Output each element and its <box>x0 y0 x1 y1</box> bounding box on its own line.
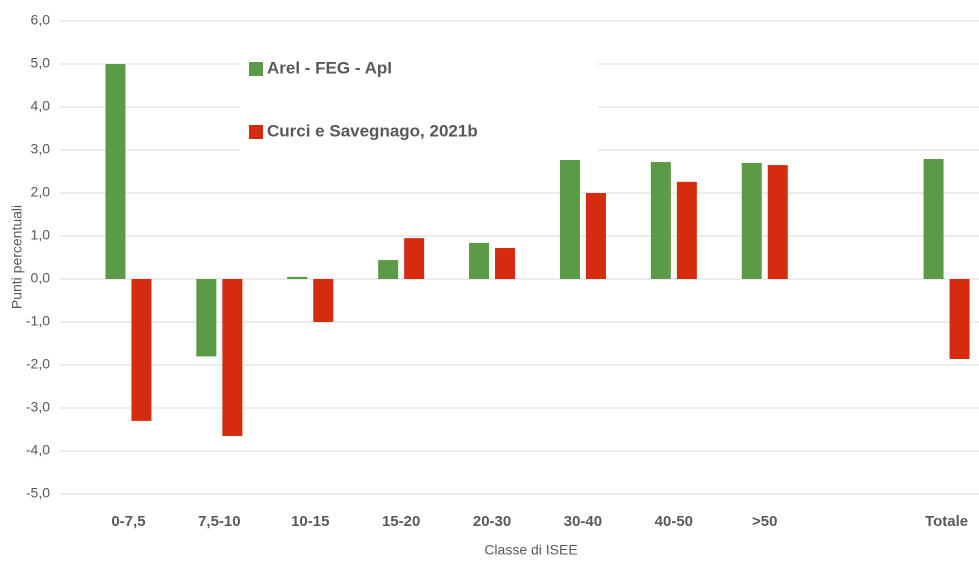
bar <box>949 279 970 359</box>
y-tick-label: -3,0 <box>26 399 50 415</box>
y-axis-title: Punti percentuali <box>9 205 25 309</box>
y-tick-label: -1,0 <box>26 313 50 329</box>
x-axis-title: Classe di ISEE <box>484 542 577 558</box>
bar <box>313 279 334 322</box>
y-tick-label: 1,0 <box>31 227 51 243</box>
x-tick-label: 20-30 <box>473 513 511 530</box>
bar <box>559 159 580 279</box>
bar <box>923 159 944 279</box>
bar <box>105 64 126 279</box>
bar <box>404 238 425 279</box>
bar <box>650 162 671 279</box>
bar <box>222 279 243 436</box>
x-tick-label: 40-50 <box>655 513 693 530</box>
y-tick-label: 5,0 <box>31 55 51 71</box>
x-tick-label: 15-20 <box>382 513 420 530</box>
legend-label: Arel - FEG - ApI <box>267 58 392 77</box>
y-tick-label: -4,0 <box>26 442 50 458</box>
bar <box>767 165 788 279</box>
y-tick-label: 4,0 <box>31 98 51 114</box>
y-tick-label: -5,0 <box>26 485 50 501</box>
bar <box>378 260 399 279</box>
bar <box>287 276 308 279</box>
x-tick-label: 30-40 <box>564 513 602 530</box>
bar <box>469 242 490 279</box>
x-tick-label: 10-15 <box>291 513 329 530</box>
x-tick-label: 7,5-10 <box>198 513 241 530</box>
x-tick-label: >50 <box>752 513 777 530</box>
legend-label: Curci e Savegnago, 2021b <box>267 121 478 140</box>
y-tick-label: 0,0 <box>31 270 51 286</box>
x-tick-label: 0-7,5 <box>111 513 145 530</box>
bar <box>131 279 152 421</box>
bar <box>741 162 762 279</box>
bar <box>585 193 606 279</box>
legend-box <box>240 45 598 160</box>
legend-swatch <box>249 62 263 76</box>
bar <box>196 279 217 357</box>
y-tick-label: -2,0 <box>26 356 50 372</box>
bar <box>495 248 516 279</box>
bar <box>676 181 697 279</box>
y-tick-label: 3,0 <box>31 141 51 157</box>
legend-swatch <box>249 125 263 139</box>
y-tick-label: 6,0 <box>31 12 51 28</box>
x-tick-label: Totale <box>925 513 968 530</box>
y-tick-label: 2,0 <box>31 184 51 200</box>
